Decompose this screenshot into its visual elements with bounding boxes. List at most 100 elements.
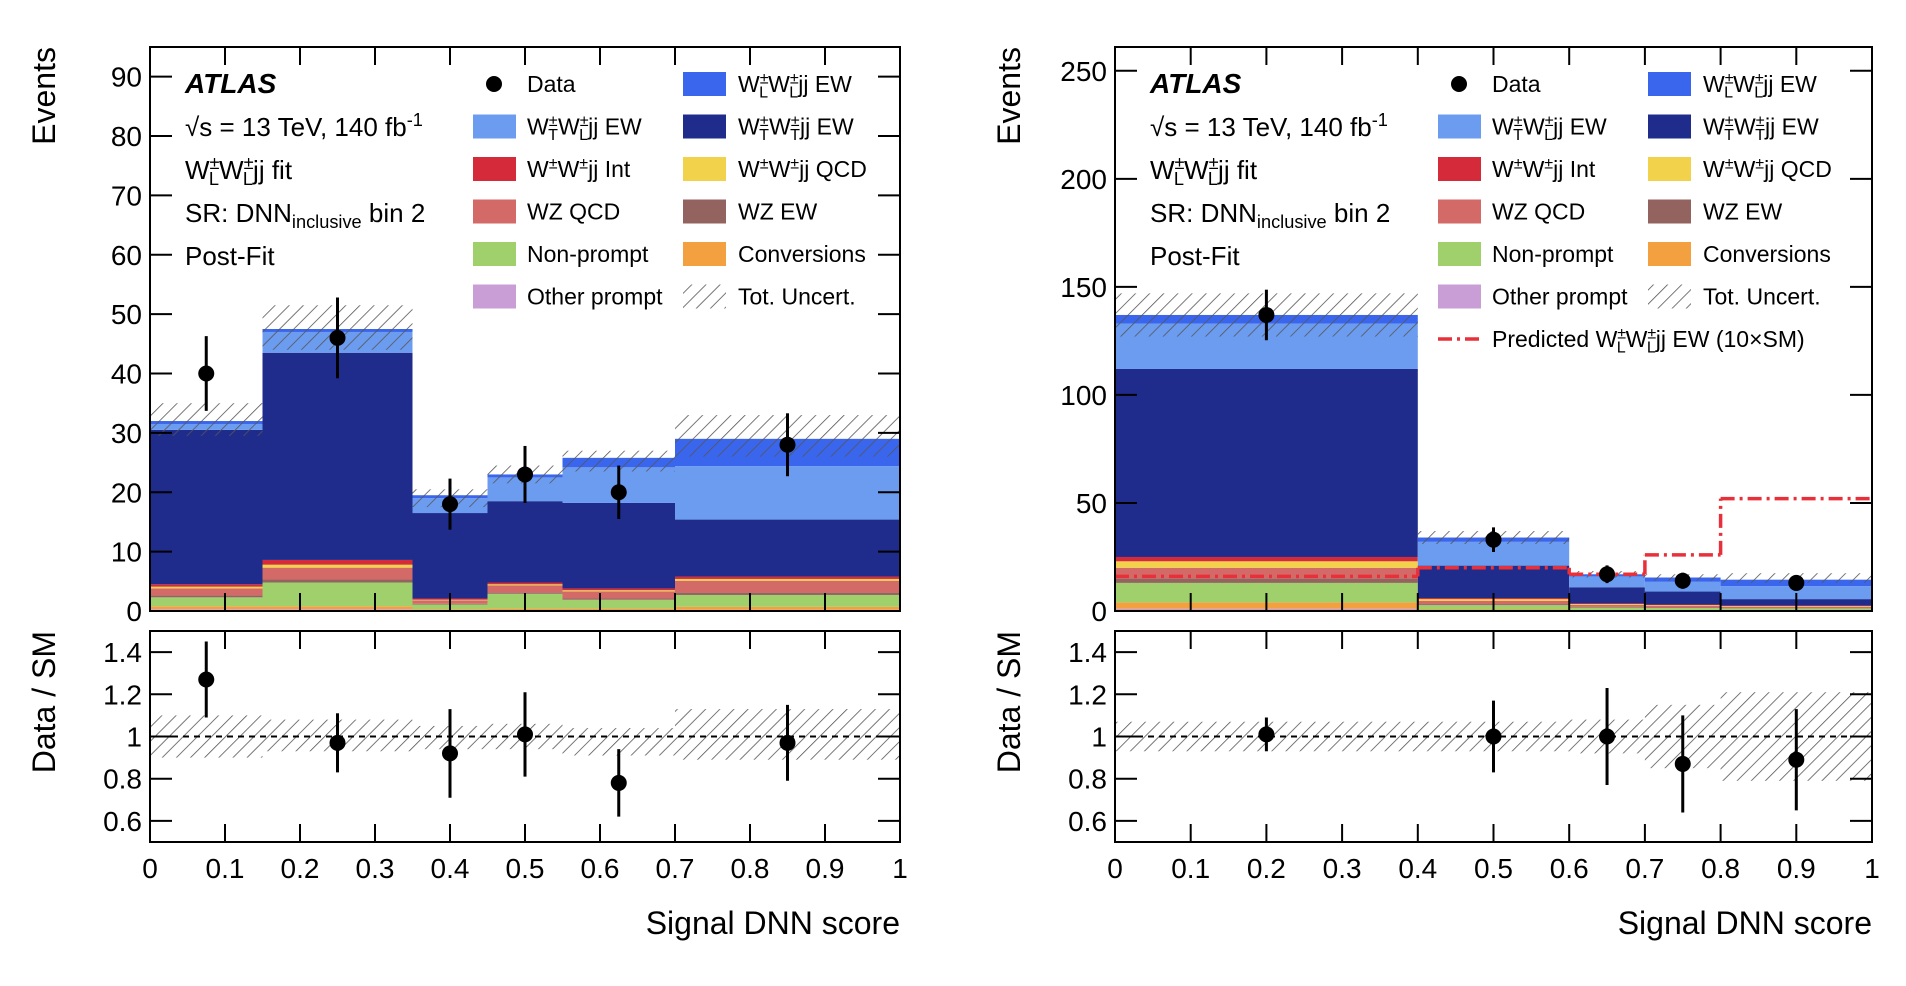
- stack-segment: [1569, 587, 1645, 604]
- ratio-y-axis-title: Data / SM: [26, 631, 62, 773]
- stack-segment: [675, 580, 900, 593]
- stack-segment: [675, 606, 900, 610]
- stack-segment: [1569, 606, 1645, 608]
- y-tick-label: 30: [111, 418, 142, 449]
- x-tick-label: 0.6: [1550, 853, 1589, 884]
- y-tick-label: 0: [1091, 596, 1107, 627]
- stack-segment: [487, 585, 563, 593]
- stack-segment: [562, 591, 675, 599]
- x-tick-label: 0.8: [1701, 853, 1740, 884]
- legend-swatch: [683, 242, 726, 266]
- legend-label: WZ QCD: [1492, 199, 1585, 225]
- stack-segment: [562, 608, 675, 611]
- stack-segment: [1115, 561, 1418, 568]
- x-tick-label: 0.9: [806, 853, 845, 884]
- x-tick-label: 0.7: [656, 853, 695, 884]
- stack-segment: [487, 582, 563, 585]
- stack-segment: [150, 584, 263, 587]
- stack-segment: [675, 578, 900, 581]
- x-tick-label: 0.4: [1398, 853, 1437, 884]
- stack-segment: [262, 567, 413, 580]
- stack-segment: [1115, 567, 1418, 579]
- data-point: [610, 484, 627, 501]
- x-tick-label: 0.9: [1777, 853, 1816, 884]
- legend-label: W±W±jj Int: [527, 154, 631, 182]
- legend-swatch: [683, 114, 726, 139]
- legend-swatch: [473, 242, 516, 266]
- stack-segment: [262, 559, 413, 565]
- ratio-y-tick-label: 0.8: [103, 764, 142, 795]
- legend-swatch: [1648, 114, 1691, 139]
- legend-label: Conversions: [1703, 241, 1831, 267]
- stack-segment: [562, 588, 675, 591]
- y-axis-title: Events: [26, 47, 62, 145]
- stack-segment: [675, 594, 900, 607]
- x-tick-label: 0.1: [206, 853, 245, 884]
- ratio-y-tick-label: 1.2: [1068, 679, 1107, 710]
- ratio-y-tick-label: 1.2: [103, 679, 142, 710]
- legend-swatch: [473, 199, 516, 224]
- legend-swatch: [1648, 284, 1691, 309]
- x-tick-label: 0.1: [1171, 853, 1210, 884]
- legend-label: W±W±jj Int: [1492, 154, 1596, 182]
- stack-segment: [262, 579, 413, 583]
- stack-segment: [562, 590, 675, 592]
- legend-swatch: [473, 284, 516, 309]
- stack-segment: [1569, 604, 1645, 607]
- x-tick-label: 0: [1107, 853, 1123, 884]
- legend-swatch: [1438, 284, 1481, 309]
- data-point: [198, 365, 215, 382]
- stack-segment: [150, 595, 263, 598]
- stack-segment: [675, 576, 900, 579]
- stack-segment: [562, 599, 675, 609]
- ratio-y-tick-label: 0.6: [103, 806, 142, 837]
- x-tick-label: 0.2: [1247, 853, 1286, 884]
- ratio-y-tick-label: 1: [1091, 722, 1107, 753]
- legend-label: Tot. Uncert.: [1703, 284, 1821, 310]
- data-point: [517, 466, 533, 483]
- legend-swatch: [683, 72, 726, 96]
- stack-segment: [1644, 605, 1721, 606]
- x-tick-label: 1: [892, 853, 908, 884]
- legend-swatch: [1648, 72, 1691, 96]
- experiment-label: ATLAS: [184, 68, 277, 99]
- stack-segment: [1569, 607, 1645, 611]
- x-tick-label: 0.5: [506, 853, 545, 884]
- annotation: W± LW± Ljj fit: [1150, 153, 1258, 189]
- annotation: W± LW± Ljj fit: [185, 153, 293, 189]
- legend-swatch: [683, 284, 726, 309]
- legend-label: WZ EW: [1703, 199, 1782, 225]
- legend-swatch: [1648, 242, 1691, 266]
- y-tick-label: 200: [1060, 164, 1107, 195]
- legend-label: W± TW± Ljj EW: [527, 112, 642, 144]
- legend-marker: [1451, 76, 1467, 92]
- stack-segment: [150, 597, 263, 607]
- stack-segment: [1417, 541, 1570, 566]
- x-tick-label: 0.7: [1625, 853, 1664, 884]
- legend-swatch: [473, 114, 516, 139]
- legend-swatch: [1648, 157, 1691, 181]
- stack-segment: [675, 592, 900, 595]
- legend-swatch: [683, 157, 726, 181]
- legend-label: Non-prompt: [1492, 241, 1614, 267]
- legend-swatch: [683, 199, 726, 224]
- stack-segment: [487, 584, 563, 586]
- ratio-point: [1485, 728, 1502, 745]
- stack-segment: [1115, 368, 1418, 557]
- stack-segment: [262, 564, 413, 568]
- y-tick-label: 50: [1076, 488, 1107, 519]
- annotation: SR: DNNinclusive bin 2: [185, 198, 425, 232]
- data-point: [1674, 572, 1691, 589]
- legend-label: Tot. Uncert.: [738, 284, 856, 310]
- x-axis-title: Signal DNN score: [1618, 905, 1872, 941]
- legend-label: W±W±jj QCD: [1703, 154, 1832, 182]
- stack-segment: [262, 606, 413, 610]
- legend-label: Predicted W± LW± Ljj EW (10×SM): [1492, 324, 1805, 356]
- legend-swatch: [1648, 199, 1691, 224]
- stack-segment: [675, 519, 900, 577]
- legend-label: Non-prompt: [527, 241, 649, 267]
- y-tick-label: 40: [111, 359, 142, 390]
- ratio-point: [442, 745, 458, 762]
- ratio-point: [610, 774, 627, 791]
- legend-label: WZ QCD: [527, 199, 620, 225]
